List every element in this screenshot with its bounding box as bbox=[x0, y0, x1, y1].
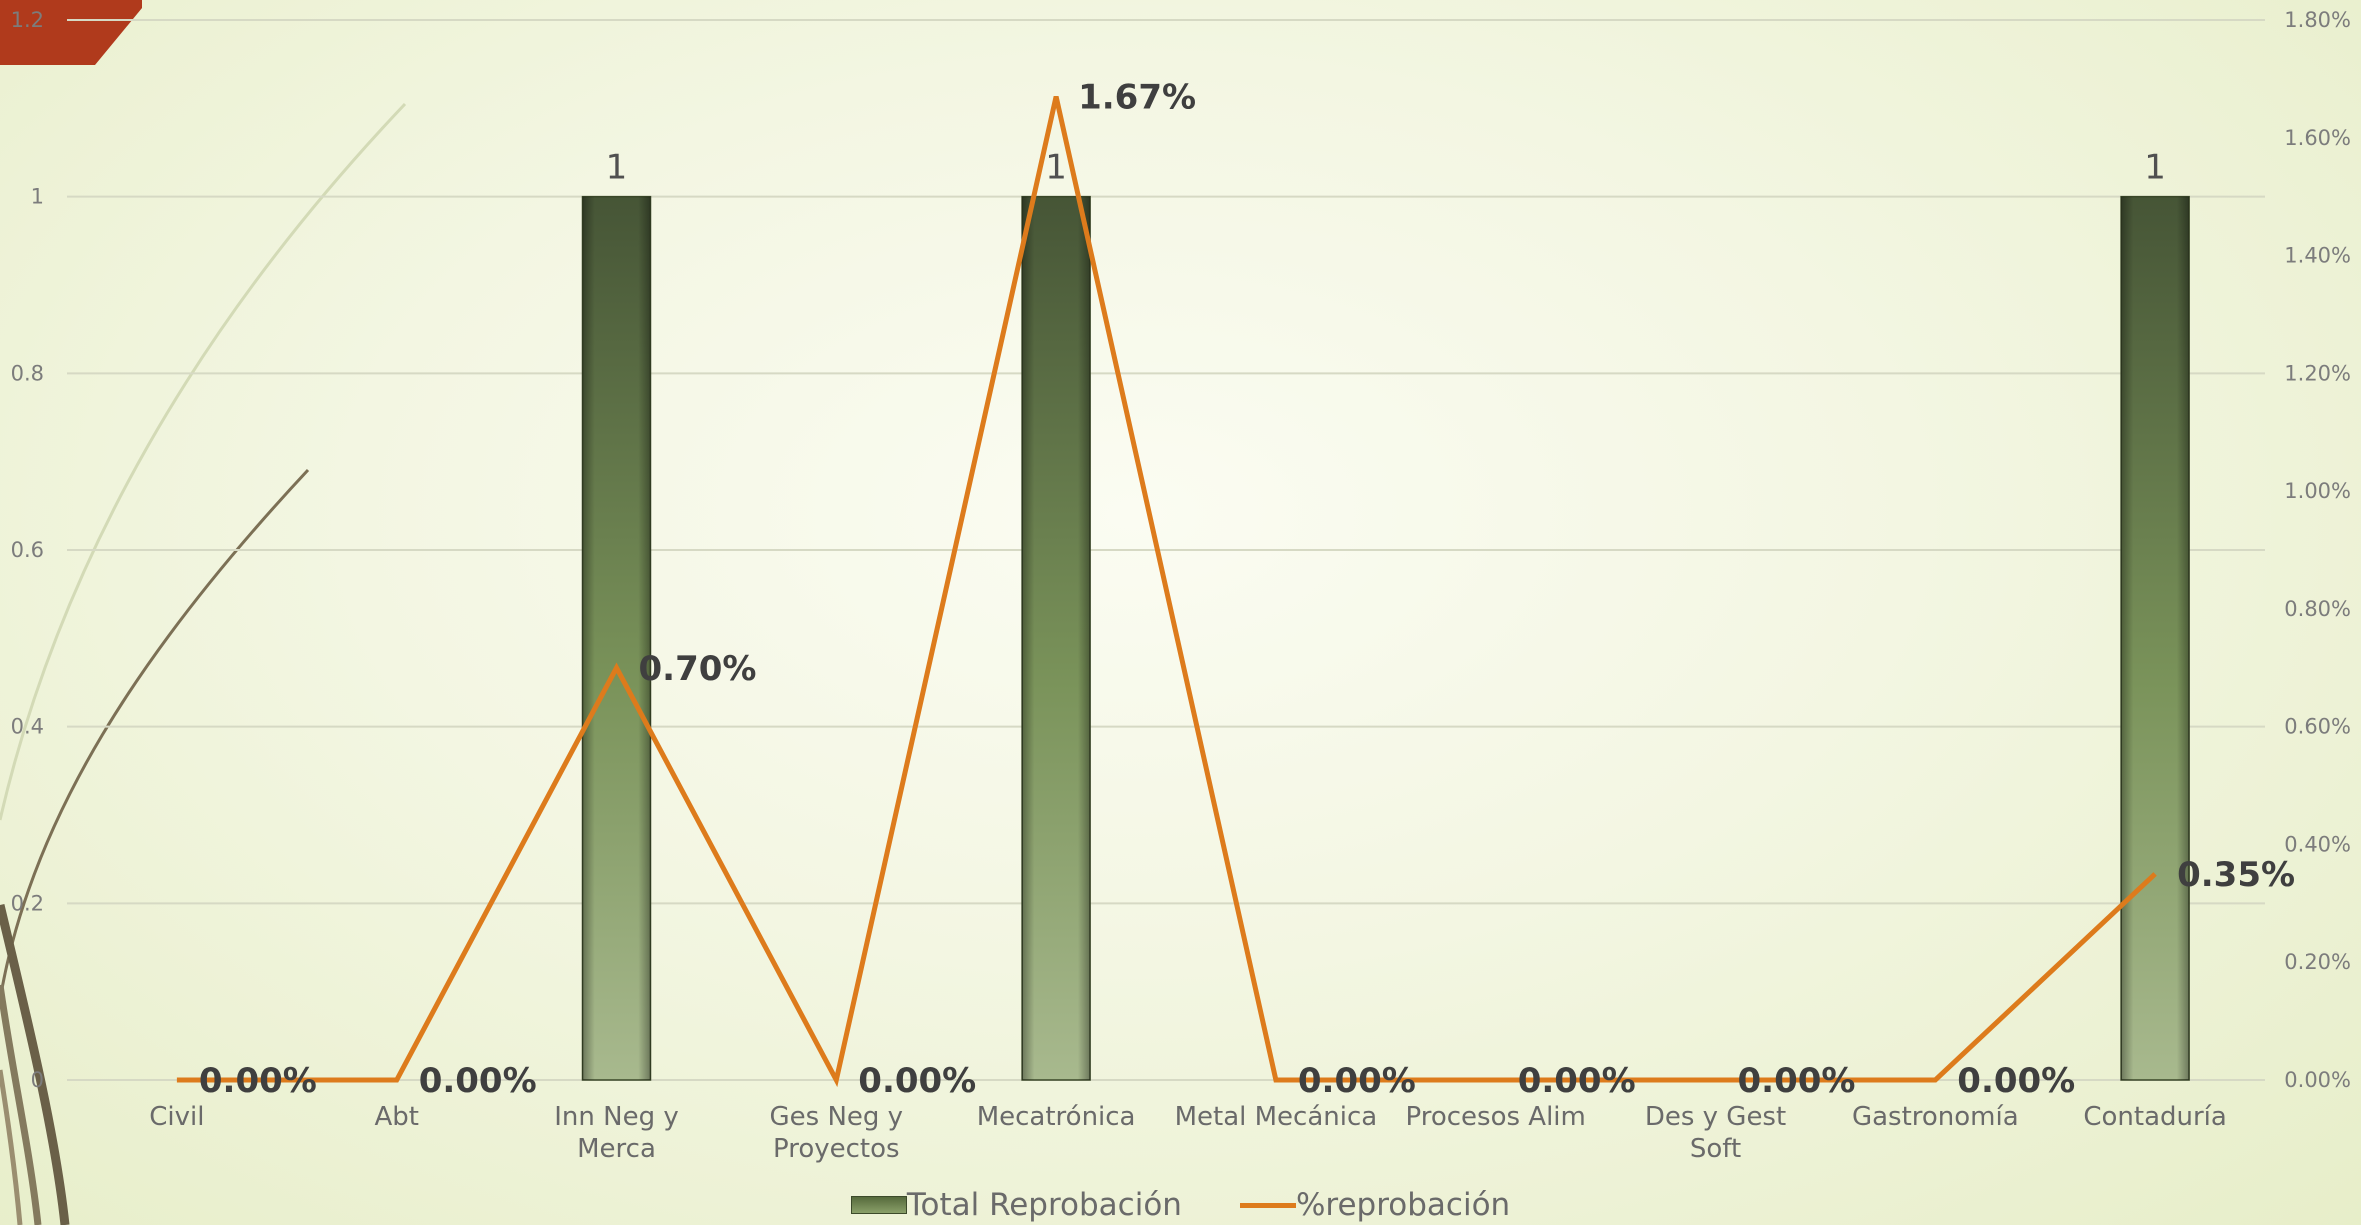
right-tick-label: 0.20% bbox=[2284, 950, 2351, 974]
legend-line-swatch bbox=[1239, 1202, 1296, 1208]
bar-data-label: 1 bbox=[1045, 148, 1067, 188]
right-tick-label: 0.60% bbox=[2284, 715, 2351, 739]
left-tick-label: 0.8 bbox=[11, 361, 44, 385]
gridlines bbox=[67, 19, 2265, 1081]
line-data-labels: 0.00% 0.00% 0.70% 0.00% 1.67% 0.00% 0.00% 0.00%… bbox=[199, 78, 2295, 1101]
category-label: Gastronomía bbox=[1852, 1102, 2019, 1132]
right-tick-label: 1.00% bbox=[2284, 479, 2351, 503]
legend-item-total-reprobacion: Total Reprobación bbox=[850, 1187, 1182, 1223]
category-label: Mecatrónica bbox=[977, 1102, 1136, 1132]
bar-data-label: 1 bbox=[2144, 148, 2166, 188]
decorative-curve bbox=[0, 1069, 23, 1225]
right-tick-label: 0.00% bbox=[2284, 1068, 2351, 1092]
line-data-label: 0.00% bbox=[1957, 1061, 2075, 1101]
bar-data-labels: 1 1 1 bbox=[606, 148, 2166, 188]
left-tick-label: 0.6 bbox=[11, 538, 44, 562]
category-label: Abt bbox=[374, 1102, 418, 1132]
category-label: Inn Neg y Merca bbox=[554, 1102, 679, 1164]
category-axis: Civil Abt Inn Neg y Merca Ges Neg y Proyectos… bbox=[149, 1102, 2227, 1164]
line-data-label: 0.00% bbox=[419, 1061, 537, 1101]
line-data-label: 0.35% bbox=[2177, 855, 2295, 895]
bar-bevel bbox=[582, 196, 651, 1080]
category-label: Des y Gest Soft bbox=[1645, 1102, 1786, 1164]
left-tick-label: 0.4 bbox=[11, 715, 44, 739]
line-path bbox=[176, 96, 2157, 1088]
decorative-curve bbox=[0, 102, 407, 821]
category-label: Contaduría bbox=[2083, 1102, 2227, 1132]
category-label: Civil bbox=[149, 1102, 204, 1132]
legend-bar-swatch bbox=[850, 1196, 907, 1214]
right-axis: 0.00% 0.20% 0.40% 0.60% 0.80% 1.00% 1.20% 1.40%… bbox=[2284, 8, 2351, 1092]
line-series bbox=[176, 96, 2157, 1088]
bar-data-label: 1 bbox=[606, 148, 628, 188]
left-tick-label: 0.2 bbox=[11, 891, 44, 915]
right-tick-label: 1.20% bbox=[2284, 361, 2351, 385]
category-label: Ges Neg y Proyectos bbox=[770, 1102, 904, 1164]
bar-inn-neg-y-merca bbox=[581, 195, 652, 1081]
category-label: Metal Mecánica bbox=[1175, 1102, 1378, 1132]
right-tick-label: 1.40% bbox=[2284, 244, 2351, 268]
line-data-label: 0.70% bbox=[639, 649, 757, 689]
right-tick-label: 0.40% bbox=[2284, 832, 2351, 856]
legend-label-reprobacion: %reprobación bbox=[1295, 1187, 1511, 1223]
line-data-label: 0.00% bbox=[1298, 1061, 1416, 1101]
left-tick-label: 1 bbox=[31, 185, 44, 209]
line-data-label: 0.00% bbox=[1518, 1061, 1636, 1101]
bar-contadur-a bbox=[2120, 195, 2190, 1081]
right-tick-label: 0.80% bbox=[2284, 597, 2351, 621]
left-axis: 0 0.2 0.4 0.6 0.8 1 1.2 bbox=[11, 8, 44, 1092]
category-label: Procesos Alim bbox=[1406, 1102, 1586, 1132]
line-data-label: 0.00% bbox=[858, 1061, 976, 1101]
bar-bevel bbox=[1022, 196, 1091, 1080]
line-data-label: 1.67% bbox=[1078, 78, 1196, 118]
legend-label-total-reprobacion: Total Reprobación bbox=[906, 1187, 1182, 1223]
decorative-curve bbox=[0, 903, 70, 1225]
legend-item-reprobacion: %reprobación bbox=[1239, 1187, 1511, 1223]
bar-bevel bbox=[2121, 196, 2190, 1080]
right-tick-label: 1.60% bbox=[2284, 126, 2351, 150]
accent-tab bbox=[0, 0, 142, 65]
legend: Total Reprobación %reprobación bbox=[0, 1187, 2361, 1223]
bar-series bbox=[581, 195, 2190, 1081]
right-tick-label: 1.80% bbox=[2284, 8, 2351, 32]
line-data-label: 0.00% bbox=[1738, 1061, 1856, 1101]
bar-mecatr-nica bbox=[1021, 195, 1091, 1081]
decorative-curve bbox=[0, 984, 42, 1225]
left-tick-label: 1.2 bbox=[11, 8, 44, 32]
line-data-label: 0.00% bbox=[199, 1061, 317, 1101]
decorative-curve bbox=[0, 468, 310, 1001]
left-tick-label: 0 bbox=[31, 1068, 44, 1092]
